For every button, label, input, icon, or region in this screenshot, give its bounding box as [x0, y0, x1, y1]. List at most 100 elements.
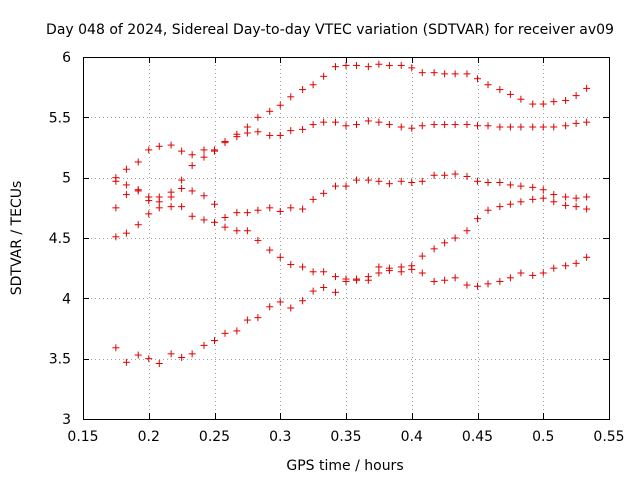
data-point [145, 210, 153, 218]
data-point [188, 350, 196, 358]
data-point [299, 205, 307, 213]
x-tick-label: 0.2 [138, 429, 160, 445]
x-tick-label: 0.35 [330, 429, 361, 445]
data-point [418, 177, 426, 185]
data-point [188, 187, 196, 195]
data-point [474, 122, 481, 130]
data-point [221, 329, 229, 337]
data-point [529, 123, 537, 131]
y-axis-title: SDTVAR / TECUs [9, 181, 25, 296]
data-point [155, 204, 163, 212]
data-point [320, 189, 328, 197]
data-point [243, 209, 251, 217]
data-point [375, 60, 383, 68]
data-points [112, 60, 591, 367]
data-point [463, 172, 471, 180]
data-point [441, 70, 449, 78]
data-point [299, 263, 307, 271]
data-point [562, 122, 570, 130]
data-point [430, 69, 438, 77]
data-point [112, 177, 120, 185]
data-point [134, 221, 142, 229]
data-point [178, 203, 186, 211]
data-point [299, 86, 307, 94]
data-point [583, 84, 591, 92]
data-point [474, 75, 481, 83]
data-point [550, 191, 558, 199]
data-point [506, 181, 514, 189]
data-point [266, 303, 274, 311]
data-point [266, 246, 274, 254]
data-point [331, 182, 339, 190]
data-point [353, 275, 361, 283]
data-point [385, 121, 393, 129]
data-point [276, 298, 284, 306]
data-point [320, 72, 328, 80]
data-point [562, 193, 570, 201]
x-tick-label: 0.25 [199, 429, 230, 445]
data-point [353, 176, 361, 184]
data-point [145, 146, 153, 154]
data-point [254, 236, 262, 244]
data-point [167, 193, 175, 201]
data-point [583, 205, 591, 213]
data-point [550, 198, 558, 206]
data-point [364, 117, 372, 125]
data-point [342, 61, 350, 69]
data-point [375, 177, 383, 185]
x-tick-label: 0.55 [593, 429, 624, 445]
data-point [496, 178, 504, 186]
data-point [418, 69, 426, 77]
data-point [583, 253, 591, 261]
data-point [375, 118, 383, 126]
data-point [451, 70, 459, 78]
data-point [408, 265, 416, 273]
data-point [309, 287, 317, 295]
data-point [254, 314, 262, 322]
data-point [188, 212, 196, 220]
data-point [496, 86, 504, 94]
data-point [221, 137, 229, 145]
data-point [441, 171, 449, 179]
data-point [211, 218, 218, 226]
data-point [463, 121, 471, 129]
data-point [233, 133, 241, 141]
x-tick-label: 0.45 [462, 429, 493, 445]
data-point [529, 183, 537, 191]
data-point [287, 127, 295, 135]
y-tick-label: 4.5 [49, 231, 71, 247]
y-tick-label: 3 [62, 412, 71, 428]
data-point [200, 341, 208, 349]
data-point [583, 118, 591, 126]
data-point [572, 92, 580, 100]
data-point [451, 274, 459, 282]
data-point [320, 283, 328, 291]
data-point [266, 204, 274, 212]
data-point [211, 147, 218, 155]
data-point [309, 195, 317, 203]
data-point [112, 344, 120, 352]
data-point [233, 227, 241, 235]
data-point [484, 122, 492, 130]
data-point [276, 101, 284, 109]
data-point [155, 142, 163, 150]
data-point [474, 282, 481, 290]
data-point [529, 195, 537, 203]
y-tick-label: 3.5 [49, 352, 71, 368]
x-tick-label: 0.3 [269, 429, 291, 445]
data-point [430, 277, 438, 285]
data-point [517, 269, 525, 277]
data-point [375, 269, 383, 277]
data-point [243, 316, 251, 324]
data-point [155, 198, 163, 206]
data-point [112, 233, 120, 241]
x-tick-label: 0.4 [401, 429, 423, 445]
data-point [243, 123, 251, 131]
data-point [463, 227, 471, 235]
data-point [331, 288, 339, 296]
data-point [572, 259, 580, 267]
data-point [178, 353, 186, 361]
data-point [342, 277, 350, 285]
data-point [397, 268, 405, 276]
data-point [484, 81, 492, 89]
